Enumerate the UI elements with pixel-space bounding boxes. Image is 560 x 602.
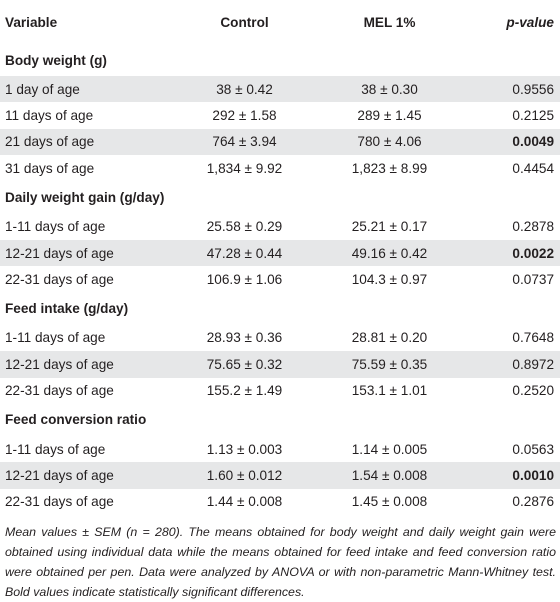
- mel-value: 75.59 ± 0.35: [351, 356, 428, 372]
- p-value: 0.2520: [512, 383, 554, 399]
- p-value: 0.0049: [512, 134, 554, 150]
- section-title: Daily weight gain (g/day): [5, 190, 165, 206]
- p-value: 0.0010: [512, 467, 554, 483]
- row-label: 1-11 days of age: [5, 330, 106, 346]
- mel-value: 289 ± 1.45: [357, 108, 422, 124]
- control-value: 155.2 ± 1.49: [206, 383, 283, 399]
- row-label: 12-21 days of age: [5, 245, 114, 261]
- row-label: 12-21 days of age: [5, 467, 114, 483]
- control-value: 28.93 ± 0.36: [206, 330, 283, 346]
- p-value: 0.9556: [512, 81, 554, 97]
- table-row: 1 day of age 38 ± 0.42 38 ± 0.30 0.9556: [0, 76, 560, 103]
- control-value: 47.28 ± 0.44: [206, 245, 283, 261]
- table-row: 1-11 days of age 1.13 ± 0.003 1.14 ± 0.005…: [0, 435, 560, 463]
- mel-value: 780 ± 4.06: [357, 134, 422, 150]
- section-header-row: Feed conversion ratio: [0, 403, 560, 436]
- p-value: 0.8972: [512, 356, 554, 372]
- table-row: 22-31 days of age 155.2 ± 1.49 153.1 ± 1.0…: [0, 377, 560, 404]
- control-value: 75.65 ± 0.32: [206, 356, 283, 372]
- table-row: 22-31 days of age 1.44 ± 0.008 1.45 ± 0.00…: [0, 488, 560, 516]
- control-value: 292 ± 1.58: [212, 108, 277, 124]
- table-footnote: Mean values ± SEM (n = 280). The means o…: [5, 525, 556, 599]
- p-value: 0.4454: [512, 160, 554, 176]
- table-row: 12-21 days of age 1.60 ± 0.012 1.54 ± 0.00…: [0, 462, 560, 489]
- results-table: Variable Control MEL 1% p-value Body wei…: [0, 0, 560, 516]
- mel-value: 25.21 ± 0.17: [351, 219, 428, 235]
- mel-value: 1.14 ± 0.005: [351, 441, 428, 457]
- row-label: 12-21 days of age: [5, 356, 114, 372]
- table-row: 12-21 days of age 75.65 ± 0.32 75.59 ± 0.3…: [0, 351, 560, 378]
- mel-value: 1,823 ± 8.99: [351, 160, 428, 176]
- p-value: 0.2878: [512, 219, 554, 235]
- control-value: 106.9 ± 1.06: [206, 272, 283, 288]
- control-value: 1,834 ± 9.92: [206, 160, 283, 176]
- header-control: Control: [220, 14, 269, 30]
- mel-value: 49.16 ± 0.42: [351, 245, 428, 261]
- p-value: 0.7648: [512, 330, 554, 346]
- mel-value: 153.1 ± 1.01: [351, 383, 428, 399]
- control-value: 38 ± 0.42: [216, 81, 273, 97]
- header-mel: MEL 1%: [363, 14, 416, 30]
- p-value: 0.2876: [512, 494, 554, 510]
- row-label: 11 days of age: [5, 108, 94, 124]
- section-title: Feed conversion ratio: [5, 412, 147, 428]
- control-value: 1.60 ± 0.012: [206, 467, 283, 483]
- p-value: 0.2125: [512, 108, 554, 124]
- p-value: 0.0022: [512, 245, 554, 261]
- mel-value: 28.81 ± 0.20: [351, 330, 428, 346]
- header-variable: Variable: [5, 14, 58, 30]
- table-body: Body weight (g) 1 day of age 38 ± 0.42 38 ±…: [0, 44, 560, 516]
- row-label: 1 day of age: [5, 81, 80, 97]
- row-label: 31 days of age: [5, 160, 95, 176]
- mel-value: 38 ± 0.30: [361, 81, 418, 97]
- row-label: 22-31 days of age: [5, 383, 114, 399]
- section-header-row: Body weight (g): [0, 44, 560, 76]
- p-value: 0.0563: [512, 441, 554, 457]
- table-row: 1-11 days of age 25.58 ± 0.29 25.21 ± 0.17…: [0, 213, 560, 240]
- control-value: 764 ± 3.94: [212, 134, 277, 150]
- section-header-row: Feed intake (g/day): [0, 292, 560, 325]
- row-label: 1-11 days of age: [5, 219, 106, 235]
- table-row: 22-31 days of age 106.9 ± 1.06 104.3 ± 0.9…: [0, 266, 560, 293]
- mel-value: 1.54 ± 0.008: [351, 467, 428, 483]
- mel-value: 1.45 ± 0.008: [351, 494, 428, 510]
- table-row: 21 days of age 764 ± 3.94 780 ± 4.06 0.0049: [0, 128, 560, 156]
- control-value: 1.44 ± 0.008: [206, 494, 283, 510]
- table-row: 1-11 days of age 28.93 ± 0.36 28.81 ± 0.20…: [0, 324, 560, 352]
- row-label: 1-11 days of age: [5, 441, 106, 457]
- mel-value: 104.3 ± 0.97: [351, 272, 428, 288]
- section-header-row: Daily weight gain (g/day): [0, 181, 560, 214]
- p-value: 0.0737: [512, 272, 554, 288]
- control-value: 1.13 ± 0.003: [206, 441, 283, 457]
- table-header-row: Variable Control MEL 1% p-value: [0, 0, 560, 44]
- section-title: Feed intake (g/day): [5, 301, 129, 317]
- table-row: 31 days of age 1,834 ± 9.92 1,823 ± 8.99 0.…: [0, 155, 560, 182]
- section-title: Body weight (g): [5, 52, 107, 68]
- row-label: 22-31 days of age: [5, 272, 114, 288]
- header-p-value: p-value: [506, 14, 554, 30]
- row-label: 22-31 days of age: [5, 494, 114, 510]
- table-row: 12-21 days of age 47.28 ± 0.44 49.16 ± 0.4…: [0, 239, 560, 267]
- control-value: 25.58 ± 0.29: [206, 219, 283, 235]
- table-row: 11 days of age 292 ± 1.58 289 ± 1.45 0.2125: [0, 102, 560, 129]
- row-label: 21 days of age: [5, 134, 95, 150]
